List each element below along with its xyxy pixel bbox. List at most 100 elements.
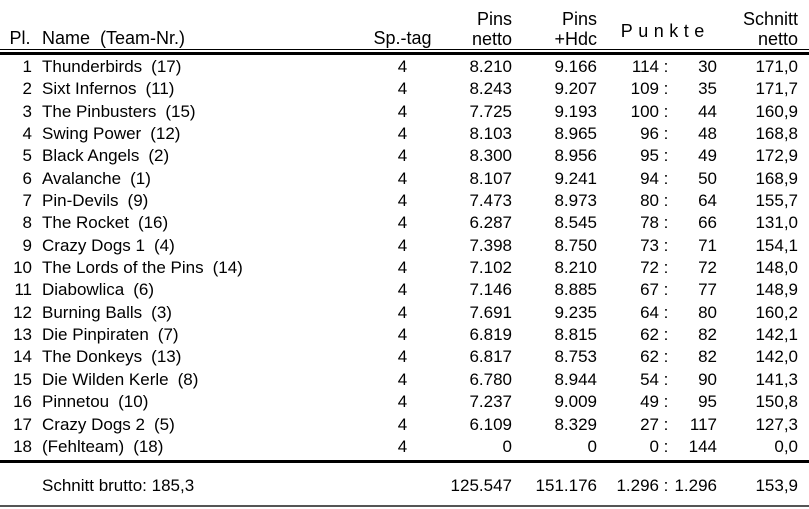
punkte-for: 54	[640, 369, 659, 389]
column-header-pins-hdc: Pins +Hdc	[554, 9, 597, 49]
punkte-against: 95	[698, 392, 717, 412]
team-name: Die Pinpiraten	[42, 325, 149, 345]
cell-spieltag: 4	[397, 325, 408, 345]
team-name: Diabowlica	[42, 280, 125, 300]
cell-pins-netto: 7.237	[469, 392, 512, 412]
cell-punkte: 54 : 90	[600, 369, 725, 391]
table-row: 10 The Lords of the Pins (14) 4 7.102 8.2…	[8, 257, 798, 279]
cell-pins-hdc: 8.210	[554, 258, 597, 278]
cell-schnitt-netto: 141,3	[755, 369, 798, 389]
cell-schnitt-netto: 150,8	[755, 392, 798, 412]
cell-place: 15	[13, 369, 32, 389]
cell-punkte: 73 : 71	[600, 235, 725, 257]
cell-pins-hdc: 8.956	[554, 146, 597, 166]
cell-schnitt-netto: 142,0	[755, 347, 798, 367]
table-row: 18 (Fehlteam) (18) 4 0 0 0 : 144 0,0	[8, 436, 798, 458]
cell-place: 3	[22, 101, 32, 121]
cell-team: Crazy Dogs 2 (5)	[32, 414, 355, 436]
punkte-for: 73	[640, 235, 659, 255]
cell-schnitt-netto: 0,0	[774, 436, 798, 456]
cell-pins-netto: 7.398	[469, 235, 512, 255]
team-number: (14)	[212, 258, 243, 278]
team-number: (11)	[145, 79, 175, 99]
cell-pins-hdc: 9.235	[554, 302, 597, 322]
cell-team: Avalanche (1)	[32, 168, 355, 190]
cell-spieltag: 4	[397, 57, 408, 76]
punkte-against: 82	[698, 347, 717, 367]
cell-pins-netto: 6.817	[469, 347, 512, 367]
team-name: Sixt Infernos	[42, 79, 137, 99]
cell-place: 4	[22, 124, 32, 144]
footer-punkte-total: 1.296 : 1.296	[600, 476, 725, 495]
cell-place: 11	[14, 280, 32, 300]
table-row: 5 Black Angels (2) 4 8.300 8.956 95 : 49 …	[8, 145, 798, 167]
cell-team: Die Wilden Kerle (8)	[32, 369, 355, 391]
punkte-for: 0	[649, 436, 659, 456]
punkte-against: 64	[698, 191, 717, 211]
punkte-separator: :	[663, 325, 669, 345]
team-number: (8)	[177, 369, 199, 389]
column-header-place: Pl.	[9, 28, 31, 48]
team-name: The Pinbusters	[42, 101, 157, 121]
cell-spieltag: 4	[397, 369, 408, 389]
cell-schnitt-netto: 171,7	[755, 79, 798, 99]
cell-punkte: 80 : 64	[600, 190, 725, 212]
punkte-against: 49	[698, 146, 717, 166]
punkte-separator: :	[663, 280, 669, 300]
team-number: (15)	[165, 101, 196, 121]
table-row: 6 Avalanche (1) 4 8.107 9.241 94 : 50 168…	[8, 168, 798, 190]
cell-schnitt-netto: 142,1	[755, 325, 798, 345]
team-name: Swing Power	[42, 124, 142, 144]
cell-place: 18	[13, 436, 32, 456]
team-number: (2)	[148, 146, 170, 166]
team-number: (13)	[151, 347, 182, 367]
punkte-separator: :	[663, 235, 669, 255]
footer-divider	[0, 460, 809, 464]
cell-team: The Pinbusters (15)	[32, 101, 355, 123]
cell-team: The Lords of the Pins (14)	[32, 257, 355, 279]
cell-spieltag: 4	[397, 124, 408, 144]
team-name: (Fehlteam)	[42, 436, 125, 456]
cell-team: Black Angels (2)	[32, 145, 355, 167]
table-row: 9 Crazy Dogs 1 (4) 4 7.398 8.750 73 : 71 …	[8, 235, 798, 257]
team-name: Pin-Devils	[42, 191, 119, 211]
column-header-schnitt-netto: Schnitt netto	[742, 9, 798, 49]
cell-team: The Donkeys (13)	[32, 346, 355, 368]
table-footer-row: Schnitt brutto: 185,3 125.547 151.176 1.…	[8, 463, 798, 495]
punkte-for: 64	[640, 302, 659, 322]
cell-schnitt-netto: 148,0	[755, 258, 798, 278]
cell-team: Thunderbirds (17)	[32, 56, 355, 78]
cell-spieltag: 4	[397, 79, 408, 99]
cell-pins-hdc: 8.815	[554, 325, 597, 345]
column-header-pins-netto: Pins netto	[471, 9, 512, 49]
cell-pins-hdc: 8.329	[554, 414, 597, 434]
table-row: 4 Swing Power (12) 4 8.103 8.965 96 : 48 …	[8, 123, 798, 145]
punkte-against: 82	[698, 325, 717, 345]
cell-place: 10	[13, 258, 32, 278]
punkte-against: 44	[698, 101, 717, 121]
punkte-separator: :	[663, 369, 669, 389]
punkte-against: 72	[698, 258, 717, 278]
cell-pins-hdc: 8.965	[554, 124, 597, 144]
footer-spacer	[8, 476, 32, 495]
cell-team: Sixt Infernos (11)	[32, 78, 355, 100]
cell-punkte: 0 : 144	[600, 436, 725, 458]
team-number: (9)	[127, 191, 149, 211]
header-divider-thin	[0, 49, 809, 50]
punkte-against: 77	[698, 280, 717, 300]
team-name: Crazy Dogs 1	[42, 235, 145, 255]
cell-punkte: 78 : 66	[600, 212, 725, 234]
cell-place: 5	[22, 146, 32, 166]
cell-pins-netto: 8.107	[469, 168, 512, 188]
cell-pins-hdc: 9.193	[554, 101, 597, 121]
punkte-against: 71	[698, 235, 717, 255]
punkte-for: 114	[631, 57, 659, 76]
table-header-row: Pl. Name (Team-Nr.) Sp.-tag Pins netto P…	[8, 0, 798, 49]
cell-pins-netto: 8.300	[469, 146, 512, 166]
cell-pins-hdc: 8.973	[554, 191, 597, 211]
team-name: Crazy Dogs 2	[42, 414, 145, 434]
cell-schnitt-netto: 160,9	[755, 101, 798, 121]
cell-pins-hdc: 8.753	[554, 347, 597, 367]
cell-pins-netto: 7.473	[469, 191, 512, 211]
